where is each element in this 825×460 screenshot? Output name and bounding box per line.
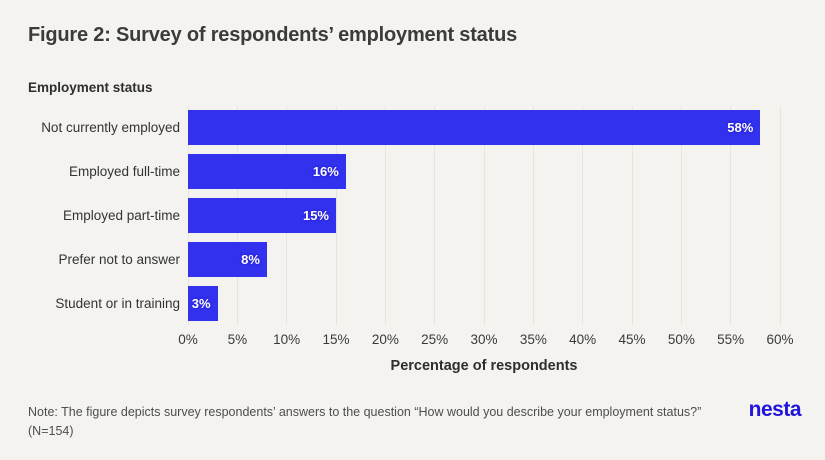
y-axis-title: Employment status (28, 80, 153, 95)
x-axis-title: Percentage of respondents (390, 358, 578, 374)
gridline (483, 106, 485, 325)
x-tick-label: 0% (178, 332, 198, 347)
x-tick-label: 50% (667, 332, 695, 347)
x-tick-label: 30% (470, 332, 498, 347)
category-label: Prefer not to answer (58, 251, 180, 267)
figure-note: Note: The figure depicts survey responde… (28, 405, 702, 439)
x-tick-label: 15% (322, 332, 350, 347)
gridline (730, 106, 732, 325)
x-tick-label: 60% (766, 332, 794, 347)
bar: 58% (188, 110, 761, 146)
x-tick-label: 45% (618, 332, 646, 347)
bar: 3% (188, 285, 218, 321)
gridline (582, 106, 584, 325)
gridline (335, 106, 337, 325)
nesta-logo: nesta (748, 398, 802, 421)
gridline (680, 106, 682, 325)
plot-area: 58% 16% 15% 8% 3% (187, 106, 781, 325)
bar: 16% (188, 154, 346, 190)
gridline (779, 106, 781, 325)
bar: 15% (188, 198, 336, 233)
x-tick-label: 20% (371, 332, 399, 347)
x-tick-label: 25% (421, 332, 449, 347)
x-tick-label: 10% (273, 332, 301, 347)
bar-value-label: 15% (302, 208, 329, 223)
bar-value-label: 8% (241, 251, 260, 267)
gridline (631, 106, 633, 325)
bar-value-label: 16% (312, 164, 339, 180)
bar-value-label: 3% (191, 295, 211, 311)
x-tick-label: 5% (227, 332, 248, 347)
bar-value-label: 58% (727, 120, 754, 136)
figure-title: Figure 2: Survey of respondents’ employm… (28, 24, 518, 46)
category-label: Student or in training (55, 295, 180, 311)
x-tick-label: 35% (519, 332, 547, 347)
bar: 8% (188, 241, 267, 277)
gridline (384, 106, 386, 325)
x-tick-label: 55% (717, 332, 745, 347)
gridline (532, 106, 534, 325)
category-label: Employed full-time (68, 164, 180, 180)
gridline (434, 106, 436, 325)
x-tick-label: 40% (569, 332, 597, 347)
category-label: Employed part-time (62, 207, 180, 223)
category-label: Not currently employed (41, 120, 180, 136)
